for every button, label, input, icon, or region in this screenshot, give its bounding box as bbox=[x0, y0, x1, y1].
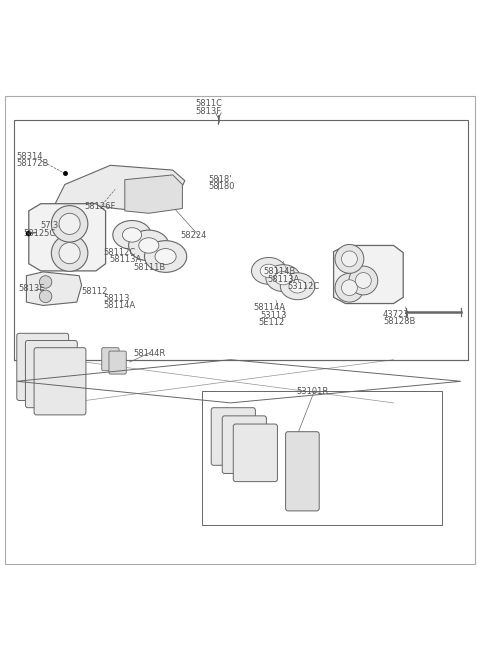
FancyBboxPatch shape bbox=[5, 96, 475, 564]
FancyBboxPatch shape bbox=[109, 351, 126, 374]
Text: 58112C: 58112C bbox=[103, 248, 135, 257]
Text: 5818': 5818' bbox=[209, 175, 232, 184]
Circle shape bbox=[335, 244, 364, 273]
Text: 58128B: 58128B bbox=[383, 317, 415, 326]
Text: 58113A: 58113A bbox=[109, 256, 142, 264]
Polygon shape bbox=[334, 246, 403, 304]
Polygon shape bbox=[26, 272, 82, 306]
Ellipse shape bbox=[280, 273, 315, 300]
Polygon shape bbox=[125, 175, 182, 214]
Text: 58111B: 58111B bbox=[133, 263, 166, 271]
FancyBboxPatch shape bbox=[222, 416, 266, 474]
Circle shape bbox=[59, 242, 80, 263]
Text: 58113: 58113 bbox=[103, 294, 130, 304]
Ellipse shape bbox=[144, 240, 187, 273]
Ellipse shape bbox=[289, 279, 306, 293]
FancyBboxPatch shape bbox=[233, 424, 277, 482]
Text: 53113: 53113 bbox=[261, 311, 287, 319]
Text: 58126F: 58126F bbox=[84, 202, 115, 211]
Text: 58112: 58112 bbox=[82, 286, 108, 296]
Circle shape bbox=[39, 276, 52, 288]
Circle shape bbox=[59, 214, 80, 235]
Text: 53112C: 53112C bbox=[287, 282, 319, 291]
Circle shape bbox=[39, 290, 52, 303]
Text: 58125C: 58125C bbox=[23, 229, 55, 238]
Ellipse shape bbox=[266, 265, 300, 292]
Text: 5811C: 5811C bbox=[195, 99, 222, 108]
FancyBboxPatch shape bbox=[25, 340, 77, 408]
FancyBboxPatch shape bbox=[102, 348, 119, 371]
Circle shape bbox=[51, 235, 88, 271]
FancyBboxPatch shape bbox=[14, 120, 468, 359]
Text: 58114A: 58114A bbox=[253, 304, 286, 312]
FancyBboxPatch shape bbox=[286, 432, 319, 511]
Circle shape bbox=[341, 280, 357, 296]
Circle shape bbox=[341, 251, 357, 267]
Circle shape bbox=[355, 273, 372, 288]
Text: 58113A: 58113A bbox=[268, 275, 300, 284]
Text: 53101R: 53101R bbox=[297, 388, 329, 396]
FancyBboxPatch shape bbox=[211, 408, 255, 465]
Polygon shape bbox=[55, 166, 185, 211]
Ellipse shape bbox=[139, 238, 159, 253]
Text: 5813E: 5813E bbox=[18, 284, 45, 293]
Ellipse shape bbox=[122, 228, 142, 242]
Text: 58114A: 58114A bbox=[103, 302, 135, 311]
Text: 43723: 43723 bbox=[383, 309, 409, 319]
Text: 58172B: 58172B bbox=[17, 160, 49, 168]
FancyBboxPatch shape bbox=[202, 391, 442, 526]
Circle shape bbox=[335, 273, 364, 302]
Ellipse shape bbox=[155, 248, 176, 264]
FancyBboxPatch shape bbox=[34, 348, 86, 415]
Text: 5813F: 5813F bbox=[196, 107, 222, 116]
FancyBboxPatch shape bbox=[17, 333, 69, 401]
Text: 58224: 58224 bbox=[180, 231, 206, 240]
Polygon shape bbox=[29, 204, 106, 271]
Ellipse shape bbox=[129, 230, 169, 261]
Ellipse shape bbox=[260, 264, 277, 278]
Ellipse shape bbox=[113, 221, 151, 249]
Ellipse shape bbox=[275, 271, 292, 285]
Text: 5E112: 5E112 bbox=[258, 318, 285, 327]
Circle shape bbox=[51, 206, 88, 242]
Text: 58114B: 58114B bbox=[263, 267, 295, 277]
Text: 57'34: 57'34 bbox=[41, 221, 64, 230]
Text: J: J bbox=[217, 115, 220, 124]
Text: 58144R: 58144R bbox=[133, 349, 166, 358]
Circle shape bbox=[349, 266, 378, 295]
Text: 58314: 58314 bbox=[17, 152, 43, 161]
Text: 58180: 58180 bbox=[209, 183, 235, 191]
Ellipse shape bbox=[252, 258, 286, 284]
